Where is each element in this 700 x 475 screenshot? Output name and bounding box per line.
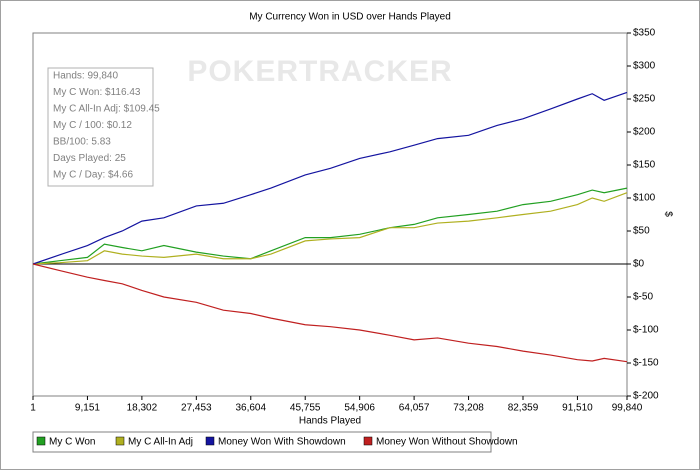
info-line: My C All-In Adj: $109.45 [53, 104, 160, 115]
x-tick-label: 99,840 [612, 403, 643, 414]
chart-title: My Currency Won in USD over Hands Played [249, 12, 451, 23]
x-tick-label: 9,151 [75, 403, 100, 414]
x-tick-label: 64,057 [399, 403, 430, 414]
legend-label: My C All-In Adj [128, 437, 193, 448]
info-line: My C / 100: $0.12 [53, 120, 132, 131]
info-line: Days Played: 25 [53, 153, 126, 164]
x-tick-label: 36,604 [235, 403, 266, 414]
y-tick-label: $50 [633, 226, 650, 237]
x-tick-label: 27,453 [181, 403, 212, 414]
info-line: BB/100: 5.83 [53, 137, 111, 148]
y-tick-label: $300 [633, 61, 656, 72]
legend-swatch [205, 436, 215, 446]
legend [32, 431, 492, 453]
x-tick-label: 18,302 [127, 403, 158, 414]
y-tick-label: $250 [633, 94, 656, 105]
y-tick-label: $150 [633, 160, 656, 171]
x-tick-label: 54,906 [344, 403, 375, 414]
y-tick-label: $-200 [633, 391, 659, 402]
info-line: My C / Day: $4.66 [53, 170, 133, 181]
series-line [32, 263, 628, 363]
x-tick-label: 73,208 [453, 403, 484, 414]
y-tick-label: $-100 [633, 325, 659, 336]
y-axis-label: $ [662, 211, 673, 217]
x-tick-label: 91,510 [562, 403, 593, 414]
info-line: Hands: 99,840 [53, 71, 118, 82]
legend-label: Money Won With Showdown [218, 437, 346, 448]
y-tick-label: $0 [633, 259, 645, 270]
legend-label: My C Won [49, 437, 96, 448]
x-tick-label: 82,359 [508, 403, 539, 414]
y-tick-label: $350 [633, 28, 656, 39]
series-line [32, 187, 628, 265]
x-tick-label: 1 [30, 403, 36, 414]
y-tick-label: $100 [633, 193, 656, 204]
x-axis-label: Hands Played [299, 416, 361, 427]
legend-swatch [363, 436, 373, 446]
y-tick-label: $-150 [633, 358, 659, 369]
y-tick-label: $-50 [633, 292, 653, 303]
series-line [32, 91, 628, 265]
watermark: POKERTRACKER [187, 55, 452, 88]
y-tick-label: $200 [633, 127, 656, 138]
legend-swatch [115, 436, 125, 446]
legend-label: Money Won Without Showdown [376, 437, 518, 448]
x-tick-label: 45,755 [290, 403, 321, 414]
info-box [47, 67, 154, 187]
legend-swatch [36, 436, 46, 446]
series-line [32, 192, 628, 265]
info-line: My C Won: $116.43 [53, 87, 141, 98]
